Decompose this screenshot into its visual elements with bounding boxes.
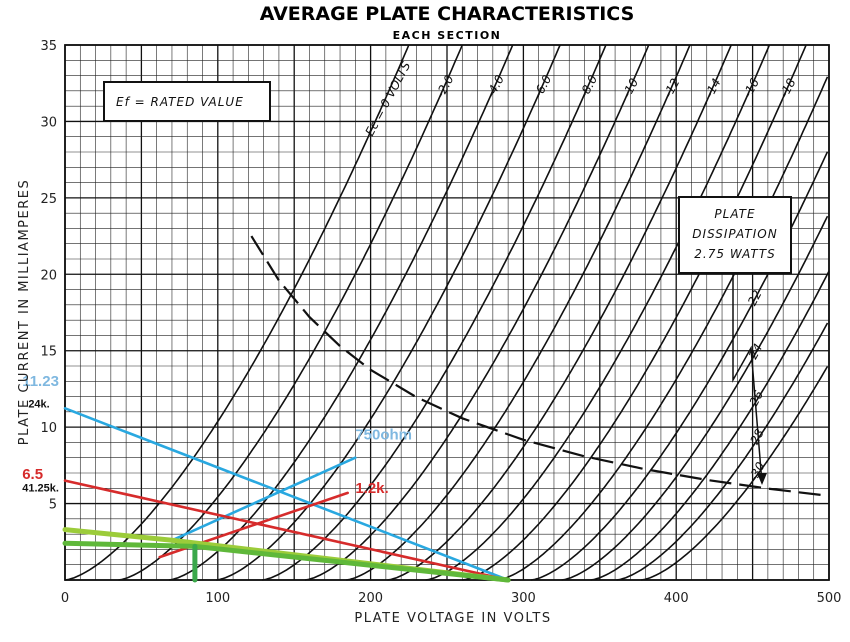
grid-curve	[590, 270, 830, 581]
annotations: 11.23 24k. 6.541.25k. 750ohm 1.2k.	[22, 373, 412, 497]
overlay-line	[63, 406, 510, 582]
axis-ticks: 0 100 200 300 400 500 5 10 15 20 25 30 35	[40, 39, 841, 606]
annotation-label: 24k.	[28, 398, 49, 410]
x-tick-label: 400	[664, 591, 689, 606]
y-tick-label: 10	[40, 421, 57, 436]
x-tick-label: 0	[61, 591, 69, 606]
grid-curve	[425, 44, 771, 581]
y-tick-label: 25	[40, 192, 57, 207]
annotation-label: 6.5	[22, 466, 43, 483]
dissipation-note-box: PLATE DISSIPATION 2.75 WATTS	[678, 196, 792, 485]
y-tick-label: 20	[40, 268, 57, 283]
ef-note-box: Ef = RATED VALUE	[103, 81, 271, 122]
x-tick-label: 500	[817, 591, 842, 606]
annotation-label: 1.2k.	[355, 480, 388, 497]
x-axis-label: PLATE VOLTAGE IN VOLTS	[354, 611, 551, 626]
dissipation-note-line-1: PLATE	[714, 207, 755, 221]
overlay-line	[170, 456, 357, 542]
y-tick-label: 5	[49, 498, 57, 513]
overlay-lines	[62, 406, 511, 583]
grid	[64, 44, 830, 581]
dissipation-curve-line	[250, 235, 830, 497]
x-tick-label: 100	[205, 591, 230, 606]
grid-curve	[216, 44, 561, 581]
grid-curve	[261, 44, 607, 581]
ef-note: Ef = RATED VALUE	[116, 95, 244, 109]
y-tick-label: 30	[40, 115, 57, 130]
y-tick-label: 35	[40, 39, 57, 54]
plot-frame	[64, 44, 830, 581]
chart-subtitle: EACH SECTION	[393, 29, 502, 42]
annotation-label: 11.23	[22, 373, 59, 390]
y-tick-label: 15	[40, 345, 57, 360]
grid-curve	[387, 44, 732, 581]
dissipation-note-line-3: 2.75 WATTS	[694, 247, 775, 261]
annotation-label: 41.25k.	[22, 482, 59, 494]
grid-curve	[561, 215, 829, 581]
grid-curve	[168, 44, 514, 581]
chart-title: AVERAGE PLATE CHARACTERISTICS	[260, 3, 635, 25]
x-tick-label: 300	[511, 591, 536, 606]
annotation-label: 750ohm	[355, 426, 412, 443]
dissipation-arrowhead	[757, 473, 767, 485]
grid-curve	[616, 322, 829, 581]
dissipation-curve	[250, 235, 830, 497]
x-tick-label: 200	[358, 591, 383, 606]
grid-curve	[640, 365, 829, 581]
y-axis-label: PLATE CURRENT IN MILLIAMPERES	[17, 179, 32, 445]
overlay-line	[63, 479, 510, 582]
dissipation-note-line-2: DISSIPATION	[692, 227, 777, 241]
grid-curve	[346, 44, 691, 581]
grid-curve	[462, 44, 807, 581]
grid-curve	[304, 44, 650, 581]
dissipation-pointer	[732, 273, 763, 484]
grid-curve	[118, 44, 464, 581]
